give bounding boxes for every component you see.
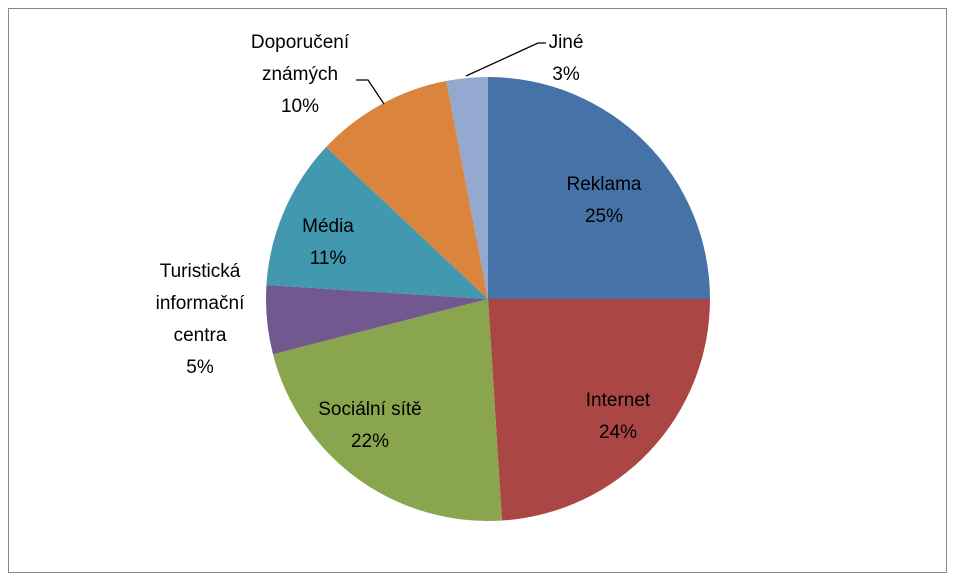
- leader-line: [465, 42, 546, 77]
- slice-value-label: 3%: [552, 64, 580, 85]
- label-line: Doporučení: [251, 32, 350, 53]
- leader-line: [356, 79, 385, 105]
- label-line: Turistická: [160, 261, 241, 282]
- label-line: Jiné: [549, 32, 584, 53]
- slice-label: Reklama: [567, 174, 642, 195]
- slice-value-label: 25%: [585, 206, 623, 227]
- slice-value-label: 5%: [186, 357, 214, 378]
- pie-slice: [266, 285, 488, 355]
- label-line: Média: [302, 216, 354, 237]
- label-line: Reklama: [567, 174, 642, 195]
- slice-label: Jiné: [549, 32, 584, 53]
- slice-label: Sociální sítě: [318, 399, 422, 420]
- slice-value-label: 10%: [281, 96, 319, 117]
- pie-slice: [488, 77, 710, 299]
- label-line: známých: [262, 64, 338, 85]
- label-line: Sociální sítě: [318, 399, 422, 420]
- slice-value-label: 11%: [310, 248, 347, 269]
- pie-slice: [272, 299, 502, 521]
- pie-slice: [326, 80, 488, 300]
- label-line: Internet: [586, 390, 651, 411]
- slice-label: Turistická informační centra: [156, 261, 245, 346]
- label-line: informační: [156, 293, 245, 314]
- pie-slice: [266, 147, 488, 299]
- slice-label: Média: [302, 216, 354, 237]
- slice-label: Internet: [586, 390, 651, 411]
- slice-value-label: 22%: [351, 431, 389, 452]
- pie-slice: [446, 77, 488, 299]
- label-line: centra: [174, 325, 227, 346]
- slice-value-label: 24%: [599, 422, 637, 443]
- slice-label: Doporučení známých: [251, 32, 350, 85]
- pie-slice: [488, 299, 710, 521]
